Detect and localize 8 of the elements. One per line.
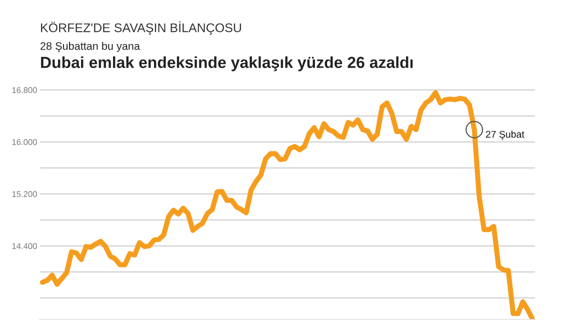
text: KÖRFEZ'DE SAVAŞIN BİLANÇOSU <box>41 21 242 35</box>
annotation: 27 Şubat <box>486 130 524 140</box>
y-tick-label: 16.800 <box>12 87 37 94</box>
y-tick-label: 14.400 <box>12 243 37 250</box>
chart-title: Dubai emlak endeksinde yaklaşık yüzde 26 azaldı <box>41 56 413 72</box>
y-tick-label: 16.000 <box>12 139 37 146</box>
chart-subtitle: 28 Şubattan bu yana <box>40 42 140 52</box>
y-tick-label: 15.200 <box>12 191 37 198</box>
